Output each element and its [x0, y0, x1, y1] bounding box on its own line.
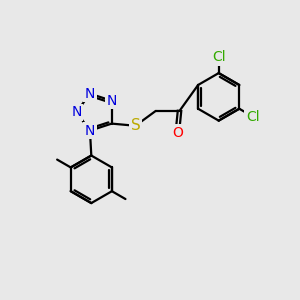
- Text: N: N: [85, 87, 95, 101]
- Text: N: N: [106, 94, 117, 108]
- Text: N: N: [71, 105, 82, 119]
- Text: N: N: [85, 124, 95, 138]
- Text: S: S: [130, 118, 140, 133]
- Text: Cl: Cl: [246, 110, 260, 124]
- Text: O: O: [172, 125, 183, 140]
- Text: Cl: Cl: [212, 50, 226, 64]
